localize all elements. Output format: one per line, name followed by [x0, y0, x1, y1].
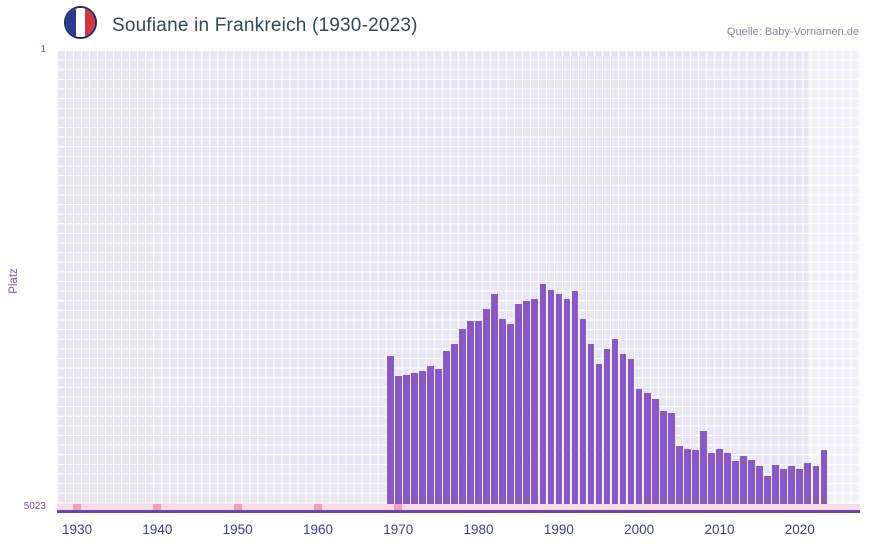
bar-2005[interactable] — [676, 445, 683, 504]
bar-2006[interactable] — [684, 448, 691, 504]
bar-1970[interactable] — [394, 376, 402, 504]
bar-2016[interactable] — [764, 475, 771, 504]
flag-stripe-white — [75, 8, 86, 37]
flag-stripe-red — [85, 8, 95, 37]
france-flag-icon — [64, 6, 97, 39]
bars-layer — [57, 50, 860, 504]
bar-1978[interactable] — [459, 329, 466, 504]
bar-1987[interactable] — [531, 299, 539, 504]
bar-1980[interactable] — [475, 321, 482, 504]
bar-1991[interactable] — [563, 299, 571, 504]
bar-1988[interactable] — [539, 284, 547, 504]
bar-2007[interactable] — [692, 450, 699, 504]
bar-2010[interactable] — [716, 448, 723, 504]
page-title: Soufiane in Frankreich (1930-2023) — [112, 15, 418, 36]
x-axis-line — [57, 510, 860, 513]
x-tick-2020: 2020 — [784, 522, 815, 537]
bar-1976[interactable] — [443, 350, 450, 504]
x-tick-2000: 2000 — [624, 522, 655, 537]
x-tick-2010: 2010 — [704, 522, 735, 537]
y-tick-rank-5023: 5023 — [23, 501, 46, 512]
bar-1995[interactable] — [595, 363, 603, 504]
x-axis-ticks: 1930 1940 1950 1960 1970 1980 1990 2000 2010 2020 — [0, 522, 873, 542]
bar-1998[interactable] — [619, 353, 627, 504]
bar-2021[interactable] — [804, 463, 812, 504]
x-tick-1950: 1950 — [222, 522, 253, 537]
flag-stripe-blue — [66, 8, 76, 37]
bar-2003[interactable] — [659, 410, 667, 504]
bar-1971[interactable] — [402, 374, 410, 504]
bar-1996[interactable] — [603, 349, 611, 504]
bar-1986[interactable] — [523, 301, 531, 504]
bar-1983[interactable] — [499, 319, 506, 504]
bar-1977[interactable] — [451, 343, 458, 504]
bar-2001[interactable] — [643, 393, 651, 504]
bar-2002[interactable] — [651, 398, 659, 504]
bar-1997[interactable] — [611, 339, 619, 504]
bar-1974[interactable] — [427, 366, 434, 504]
x-tick-1940: 1940 — [142, 522, 173, 537]
unranked-decade-mark-1960 — [313, 504, 322, 510]
bar-1973[interactable] — [419, 370, 426, 504]
bar-1992[interactable] — [571, 291, 579, 504]
x-tick-1990: 1990 — [543, 522, 574, 537]
x-tick-1960: 1960 — [302, 522, 333, 537]
bar-2019[interactable] — [788, 465, 796, 504]
bar-2015[interactable] — [756, 465, 763, 504]
bar-2014[interactable] — [748, 460, 755, 504]
bar-1981[interactable] — [483, 309, 490, 504]
bar-2009[interactable] — [708, 453, 715, 504]
unranked-decade-mark-1970 — [394, 504, 403, 510]
bar-2011[interactable] — [724, 453, 731, 504]
y-tick-rank-1: 1 — [40, 44, 46, 55]
x-tick-1930: 1930 — [62, 522, 93, 537]
bar-1993[interactable] — [579, 319, 587, 504]
bar-2004[interactable] — [667, 413, 675, 504]
bar-1985[interactable] — [515, 303, 523, 504]
bar-1979[interactable] — [467, 321, 474, 504]
bar-1989[interactable] — [547, 289, 555, 504]
bar-2018[interactable] — [780, 468, 788, 504]
bar-1994[interactable] — [587, 343, 595, 504]
bar-2000[interactable] — [635, 388, 643, 504]
bar-1984[interactable] — [507, 323, 514, 504]
bar-2012[interactable] — [732, 461, 739, 504]
bar-1982[interactable] — [491, 294, 498, 504]
bar-1969[interactable] — [386, 356, 394, 504]
x-tick-1980: 1980 — [463, 522, 494, 537]
bar-1972[interactable] — [411, 372, 418, 504]
bar-2023[interactable] — [820, 450, 828, 504]
bar-2008[interactable] — [700, 430, 707, 504]
unranked-decade-mark-1930 — [73, 504, 82, 510]
unranked-decade-mark-1940 — [153, 504, 162, 510]
bar-1999[interactable] — [627, 359, 635, 504]
bar-1990[interactable] — [555, 294, 563, 504]
x-tick-1970: 1970 — [383, 522, 414, 537]
bar-1975[interactable] — [435, 369, 442, 504]
recent-years-highlight-band — [807, 50, 860, 513]
unranked-decade-mark-1950 — [233, 504, 242, 510]
bar-2020[interactable] — [796, 468, 804, 504]
plot-area[interactable] — [57, 50, 860, 513]
bar-2013[interactable] — [740, 455, 747, 504]
source-attribution: Quelle: Baby-Vornamen.de — [726, 26, 859, 38]
bar-2022[interactable] — [812, 465, 820, 504]
y-axis-label: Platz — [8, 268, 20, 294]
bar-2017[interactable] — [772, 464, 779, 504]
unranked-years-strip — [57, 504, 860, 510]
